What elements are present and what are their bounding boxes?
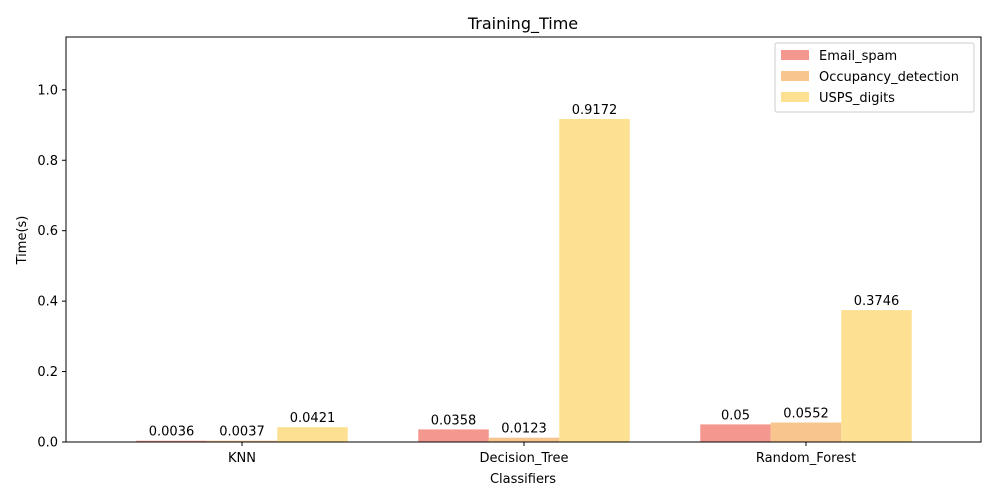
data-labels-group: 0.0036 0.0358 0.05 0.0037 0.0123 0.0552 0.0421…: [149, 103, 900, 440]
bar-email_spam-random_forest: [700, 424, 771, 442]
data-label: 0.0123: [501, 422, 547, 437]
data-label: 0.0421: [290, 411, 336, 426]
bar-occupancy_detection-decision_tree: [488, 437, 560, 442]
data-label: 0.0036: [149, 425, 195, 440]
data-label: 0.3746: [854, 294, 900, 309]
x-tick-label: KNN: [228, 451, 256, 466]
legend-frame: [774, 42, 975, 113]
bar-usps_digits-random_forest: [841, 310, 912, 442]
bar-email_spam-knn: [136, 440, 207, 442]
x-axis: KNN Decision_Tree Random_Forest: [228, 442, 856, 466]
bars-group: [136, 118, 912, 442]
legend-swatch: [781, 50, 809, 60]
y-tick-label: 0.0: [37, 436, 58, 451]
x-tick-label: Decision_Tree: [480, 451, 569, 466]
data-label: 0.0358: [431, 413, 477, 428]
y-tick-label: 0.2: [37, 365, 58, 380]
bar-email_spam-decision_tree: [418, 429, 489, 442]
y-tick-label: 0.6: [37, 224, 58, 239]
chart-title: Training_Time: [467, 14, 578, 34]
legend: Email_spam Occupancy_detection USPS_digits: [774, 42, 975, 113]
y-axis-label: Time(s): [15, 216, 30, 266]
legend-entry-label: USPS_digits: [819, 91, 895, 106]
legend-entry-label: Email_spam: [819, 49, 897, 64]
legend-swatch: [781, 71, 809, 81]
bar-occupancy_detection-random_forest: [770, 422, 842, 442]
bar-occupancy_detection-knn: [206, 440, 278, 442]
y-tick-label: 1.0: [37, 83, 58, 98]
y-tick-label: 0.4: [37, 295, 58, 310]
y-tick-label: 0.8: [37, 154, 58, 169]
x-tick-label: Random_Forest: [756, 451, 856, 466]
data-label: 0.9172: [572, 103, 618, 118]
legend-swatch: [781, 92, 809, 102]
data-label: 0.05: [721, 408, 750, 423]
y-axis: 0.0 0.2 0.4 0.6 0.8 1.0: [37, 83, 66, 451]
legend-entry-label: Occupancy_detection: [819, 70, 959, 85]
bar-usps_digits-knn: [277, 427, 348, 442]
data-label: 0.0037: [219, 425, 265, 440]
x-axis-label: Classifiers: [490, 472, 556, 487]
data-label: 0.0552: [783, 407, 829, 422]
bar-usps_digits-decision_tree: [559, 118, 630, 442]
